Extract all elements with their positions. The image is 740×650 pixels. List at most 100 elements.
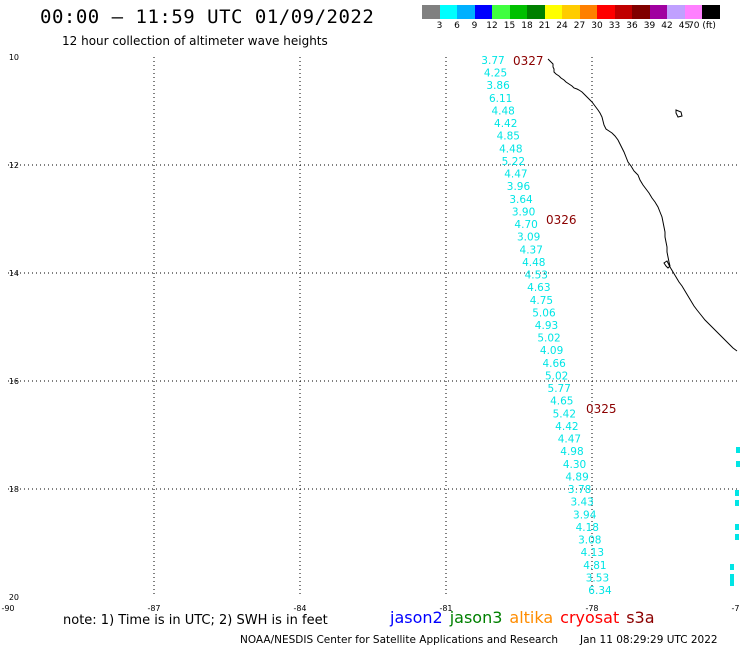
wave-height-value: 3.78 [568,484,591,496]
wave-height-value: 3.96 [507,181,531,193]
footer-credit: NOAA/NESDIS Center for Satellite Applica… [240,634,558,646]
legend-item-s3a: s3a [626,608,655,627]
color-scale-label: 70 (ft) [688,21,716,31]
wave-height-value: 4.75 [530,295,553,307]
wave-height-value: 4.81 [583,560,606,572]
wave-height-value: 3.09 [517,232,540,244]
color-scale-label: 33 [608,21,621,31]
map-grid [8,57,738,597]
wave-height-value: 5.42 [553,408,576,420]
wave-height-value: 4.13 [581,547,604,559]
wave-height-value: 4.42 [494,118,517,130]
color-swatch [632,5,650,19]
color-swatch [457,5,475,19]
color-scale-label: 9 [471,21,478,31]
wave-height-value: 4.65 [550,396,573,408]
color-swatch [684,5,702,19]
wave-height-value: 3.53 [586,572,609,584]
color-scale-label: 15 [503,21,516,31]
footer-timestamp: Jan 11 08:29:29 UTC 2022 [580,634,718,646]
wave-height-value: 4.48 [491,105,514,117]
edge-track-fragment [730,574,734,580]
wave-height-value: 4.63 [527,282,550,294]
legend-item-altika: altika [509,608,554,627]
wave-height-value: 4.93 [535,320,558,332]
wave-height-value: 3.77 [481,55,504,67]
coastline [547,58,738,352]
edge-track-fragment [735,534,739,540]
pass-time-label: 0327 [513,54,544,68]
lon-tick-label: -81 [439,604,452,613]
lon-tick-label: -84 [293,604,306,613]
wave-height-value: 3.43 [570,497,593,509]
wave-height-value: 3.90 [512,206,535,218]
lat-tick-label: 18 [9,485,19,494]
edge-track-fragment [735,500,739,506]
color-swatch [422,5,440,19]
wave-height-value: 5.77 [548,383,571,395]
edge-track-fragments [730,447,740,586]
wave-height-value: 5.02 [545,370,568,382]
chart-title: 00:00 – 11:59 UTC 01/09/2022 [40,6,375,28]
color-swatch [649,5,667,19]
color-swatch [509,5,527,19]
lat-tick-label: 20 [9,593,19,602]
wave-height-value: 6.34 [588,585,612,597]
pass-time-label: 0325 [586,402,617,416]
color-scale-label: 27 [573,21,586,31]
lat-tick-label: 12 [9,161,19,170]
wave-height-value: 5.22 [502,156,525,168]
legend-item-jason2: jason2 [390,608,443,627]
edge-track-fragment [736,447,740,453]
lon-tick-label: -75 [731,604,740,613]
color-scale-label: 12 [486,21,498,31]
wave-height-value: 4.48 [499,143,522,155]
chart-subtitle: 12 hour collection of altimeter wave hei… [62,34,328,48]
color-scale-label: 45 [678,21,691,31]
island [675,109,683,118]
color-swatch [702,5,720,19]
wave-height-value: 4.18 [576,522,599,534]
wave-height-value: 4.42 [555,421,578,433]
wave-height-value: 4.85 [497,131,520,143]
legend-item-jason3: jason3 [449,608,503,627]
color-swatch [562,5,580,19]
longitude-labels: -90 -87 -84 -81 -78 -75 [1,604,740,613]
edge-track-fragment [736,461,740,467]
legend-item-cryosat: cryosat [560,608,620,627]
color-scale-label: 24 [556,21,568,31]
lat-tick-label: 14 [9,269,19,278]
wave-height-value: 4.09 [540,345,563,357]
color-scale-labels: 3 6 9 12 15 18 21 24 27 30 33 36 39 42 45 70 (ft) [422,21,738,35]
color-scale-label: 36 [626,21,638,31]
color-swatch [474,5,492,19]
color-scale-label: 42 [661,21,673,31]
wave-height-value: 4.25 [484,68,507,80]
wave-height-value: 4.98 [560,446,583,458]
edge-track-fragment [735,524,739,530]
wave-height-value: 4.30 [563,459,586,471]
color-scale-bar [422,5,720,19]
wave-height-value: 5.06 [532,307,556,319]
pass-time-label: 0326 [546,213,577,227]
pass-time-labels: 0327 0326 0325 [513,54,617,416]
wave-height-value: 4.53 [525,270,548,282]
edge-track-fragment [735,490,739,496]
color-scale-label: 3 [436,21,443,31]
lat-tick-label: 16 [9,377,19,386]
wave-height-value: 6.11 [489,93,512,105]
color-swatch [597,5,615,19]
lat-tick-label: 10 [9,53,19,62]
color-scale-label: 21 [538,21,551,31]
color-swatch [527,5,545,19]
wave-height-value: 5.02 [537,333,560,345]
color-swatch [439,5,457,19]
lon-tick-label: -90 [1,604,14,613]
color-scale-label: 18 [521,21,533,31]
lon-tick-label: -87 [147,604,160,613]
satellite-legend: jason2 jason3 altika cryosat s3a [390,608,662,627]
color-scale-label: 30 [591,21,603,31]
color-swatch [579,5,597,19]
wave-height-value: 4.37 [520,244,543,256]
